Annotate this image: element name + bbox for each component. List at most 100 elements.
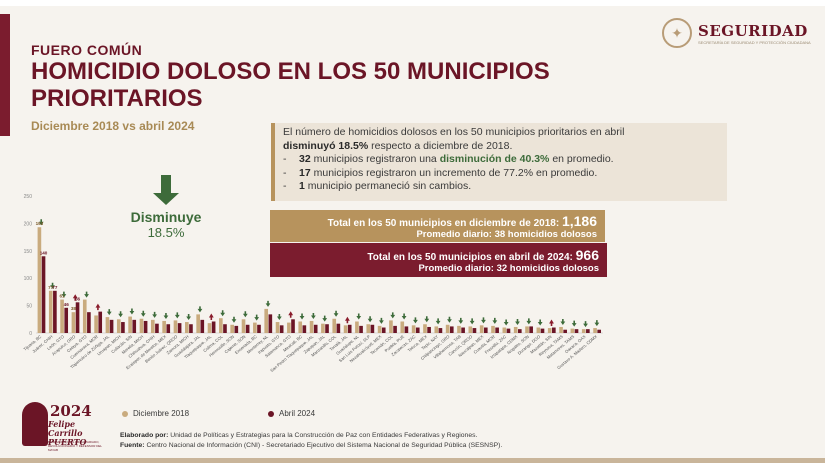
decrease-arrow-icon: [140, 310, 146, 317]
data-label-dec2018: 38: [71, 306, 77, 311]
decrease-arrow-icon: [537, 319, 543, 326]
bar-dec2018: [411, 325, 416, 333]
bar-apr2024: [121, 322, 125, 333]
bar-apr2024: [211, 321, 216, 333]
bar-apr2024: [291, 319, 295, 333]
decrease-arrow-icon: [515, 318, 520, 325]
bar-dec2018: [491, 325, 495, 333]
bar-dec2018: [570, 328, 575, 333]
data-label-dec2018: 77: [48, 285, 54, 290]
bar-apr2024: [325, 324, 329, 333]
decrease-arrow-icon: [84, 291, 89, 298]
bar-apr2024: [234, 325, 239, 333]
bar-apr2024: [552, 327, 556, 333]
felipe-carrillo-emblem: 2024 Felipe Carrillo PUERTO BENEMÉRITO D…: [12, 400, 104, 452]
logo-title: SEGURIDAD: [698, 21, 808, 40]
decrease-percent: 18.5%: [147, 225, 185, 240]
y-tick-label: 150: [24, 249, 33, 255]
decrease-arrow-icon: [129, 308, 135, 315]
bar-apr2024: [336, 323, 341, 333]
decrease-arrow-icon: [481, 317, 486, 324]
decrease-arrow-icon: [242, 311, 248, 318]
credits: Elaborado por: Unidad de Políticas y Est…: [120, 432, 503, 449]
bar-apr2024: [155, 323, 159, 333]
total-2024-box: Total en los 50 municipios en abril de 2…: [270, 243, 607, 277]
bar-apr2024: [449, 326, 454, 333]
increase-arrow-icon: [208, 313, 214, 320]
bar-apr2024: [109, 319, 114, 333]
accent-bar: [0, 14, 10, 136]
decrease-arrow-icon: [254, 314, 260, 321]
decrease-arrow-icon: [447, 316, 452, 323]
bar-apr2024: [257, 324, 261, 333]
summary-bullet: -17 municipios registraron un incremento…: [283, 166, 598, 179]
y-tick-label: 250: [24, 194, 33, 200]
decrease-arrow-icon: [401, 313, 407, 320]
bar-dec2018: [468, 326, 473, 333]
bar-dec2018: [389, 320, 393, 333]
decrease-arrow-icon: [322, 315, 328, 322]
bar-dec2018: [185, 322, 189, 333]
data-label-apr2024: 77: [52, 285, 58, 290]
bar-dec2018: [377, 325, 382, 333]
bar-apr2024: [75, 302, 80, 333]
decrease-badge: Disminuye 18.5%: [117, 175, 215, 240]
data-label-dec2018: 61: [60, 294, 66, 299]
decrease-arrow-icon: [526, 318, 532, 325]
bar-apr2024: [381, 327, 386, 333]
decrease-arrow-icon: [163, 312, 169, 319]
bar-dec2018: [593, 328, 597, 333]
decrease-arrow-icon: [390, 312, 396, 319]
bar-apr2024: [189, 324, 193, 333]
decrease-arrow-icon: [118, 311, 123, 318]
decrease-arrow-icon: [220, 310, 226, 317]
bar-dec2018: [547, 328, 552, 333]
bar-apr2024: [404, 326, 409, 333]
data-label-dec2018: 193: [36, 221, 44, 226]
summary-bullet: -32 municipios registraron una disminuci…: [283, 153, 614, 165]
increase-arrow-icon: [549, 319, 554, 327]
bar-apr2024: [347, 324, 352, 333]
bar-apr2024: [495, 327, 499, 333]
y-tick-label: 200: [24, 221, 33, 227]
bar-apr2024: [393, 325, 397, 333]
legend-apr2024: Abril 2024: [268, 409, 315, 418]
decrease-arrow-icon: [38, 219, 44, 226]
bar-dec2018: [139, 318, 144, 333]
decrease-arrow-icon: [152, 311, 158, 318]
bar-dec2018: [207, 323, 212, 333]
decrease-arrow-icon: [571, 320, 577, 327]
decrease-arrow-icon: [469, 318, 475, 325]
bar-dec2018: [71, 312, 76, 333]
decrease-arrow-icon: [503, 319, 509, 326]
bar-apr2024: [64, 307, 69, 333]
summary-bullet: -1 municipio permaneció sin cambios.: [283, 180, 472, 192]
bar-dec2018: [287, 322, 291, 333]
decrease-label: Disminuye: [130, 209, 202, 225]
bar-dec2018: [343, 325, 348, 333]
bar-apr2024: [370, 324, 375, 333]
decrease-arrow-icon: [458, 317, 464, 324]
bar-dec2018: [230, 324, 234, 333]
bar-dec2018: [162, 320, 166, 333]
bar-dec2018: [298, 321, 303, 333]
bar-dec2018: [253, 322, 257, 333]
bar-dec2018: [423, 324, 427, 333]
bar-dec2018: [479, 325, 484, 333]
bar-apr2024: [302, 325, 307, 333]
decrease-arrow-icon: [356, 313, 362, 320]
total-2024-value: 966: [575, 246, 599, 263]
summary-intro: El número de homicidios dolosos en los 5…: [283, 126, 625, 138]
legend-swatch-dec2018: [122, 410, 128, 417]
decrease-arrow-icon: [231, 316, 237, 323]
bar-apr2024: [461, 327, 465, 333]
bar-dec2018: [94, 315, 98, 333]
page-title: HOMICIDIO DOLOSO EN LOS 50 MUNICIPIOS PR…: [31, 58, 550, 112]
down-arrow-icon: [161, 175, 171, 193]
decrease-arrow-icon: [424, 316, 430, 323]
decrease-arrow-icon: [594, 320, 600, 327]
y-tick-label: 0: [29, 331, 32, 337]
decrease-arrow-icon: [265, 300, 271, 307]
bar-apr2024: [177, 323, 182, 333]
summary-decrease: disminuyó 18.5% respecto a diciembre de …: [283, 139, 513, 152]
